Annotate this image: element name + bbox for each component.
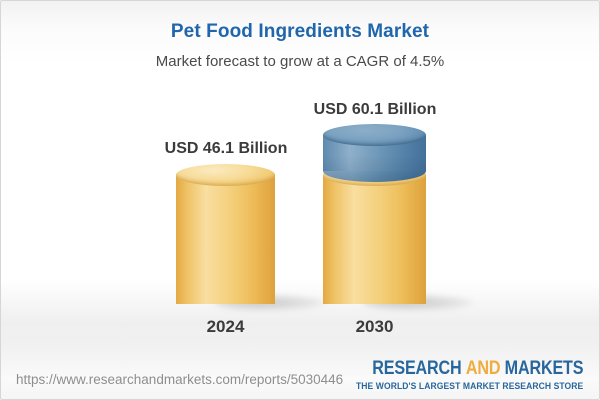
cylinder-2030-base-body (323, 175, 426, 304)
category-label-2024: 2024 (206, 317, 245, 336)
category-label-2030: 2030 (355, 317, 394, 336)
cylinder-2024-body (176, 175, 275, 304)
cylinder-2030-growth-top-cap (323, 124, 426, 146)
logo-word-markets: MARKETS (504, 358, 583, 379)
cylinder-2024-top-cap (176, 164, 275, 186)
logo-word-research: RESEARCH (371, 358, 462, 379)
research-and-markets-logo: RESEARCH AND MARKETS THE WORLD'S LARGEST… (335, 358, 584, 391)
logo-wordmark: RESEARCH AND MARKETS (372, 358, 583, 380)
logo-tagline: THE WORLD'S LARGEST MARKET RESEARCH STOR… (355, 381, 583, 391)
page-subtitle: Market forecast to grow at a CAGR of 4.5… (155, 53, 445, 70)
value-label-2024: USD 46.1 Billion (164, 140, 288, 157)
report-url: https://www.researchandmarkets.com/repor… (16, 372, 344, 387)
value-label-2030: USD 60.1 Billion (313, 101, 437, 118)
logo-word-and: AND (465, 358, 501, 379)
page-title: Pet Food Ingredients Market (170, 21, 430, 42)
